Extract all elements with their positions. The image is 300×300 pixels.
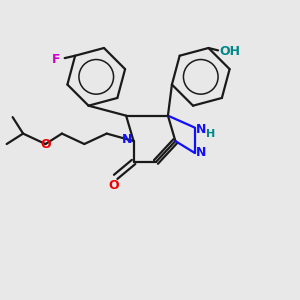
Text: N: N <box>122 133 132 146</box>
Text: N: N <box>196 123 206 136</box>
Text: F: F <box>52 53 61 66</box>
Text: O: O <box>40 137 51 151</box>
Text: O: O <box>108 179 119 192</box>
Text: H: H <box>206 129 215 139</box>
Text: N: N <box>196 146 206 160</box>
Text: OH: OH <box>220 45 241 58</box>
